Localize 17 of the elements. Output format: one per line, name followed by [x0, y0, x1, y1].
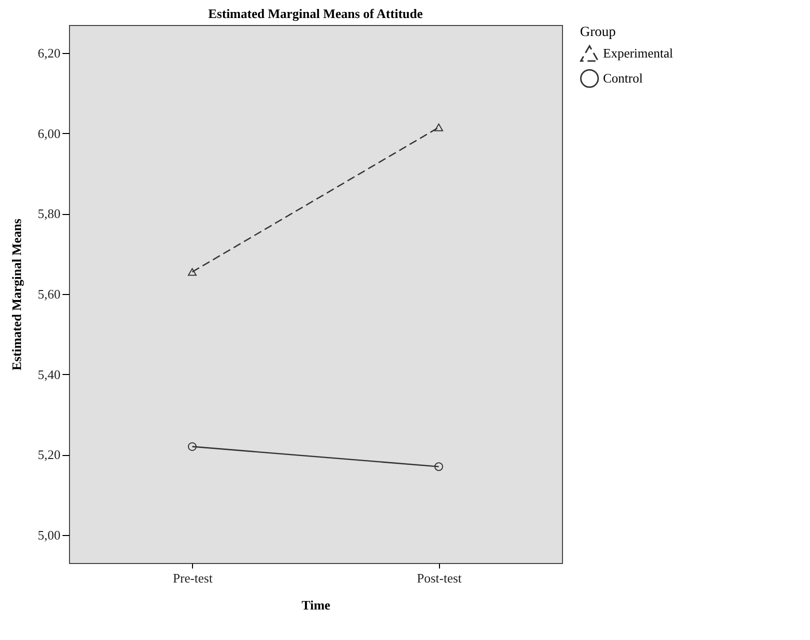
point [434, 462, 444, 472]
legend-label: Experimental [603, 46, 674, 60]
legend-label: Control [603, 70, 644, 86]
legend-title: Group [580, 25, 616, 40]
y-tick-label: 6,20 [38, 46, 60, 61]
y-tick-label: 5,40 [38, 366, 60, 382]
x-axis-title: Time [302, 598, 331, 612]
y-tick-label: 5,80 [38, 206, 60, 222]
y-tick-label: 5,60 [38, 286, 60, 302]
y-tick-label: 5,20 [38, 447, 60, 462]
chart-title: Estimated Marginal Means of Attitude [208, 6, 423, 21]
y-tick-label: 6,00 [38, 126, 60, 141]
point [188, 442, 197, 451]
y-axis-title: Estimated Marginal Means [8, 218, 24, 370]
x-tick-label: Post-test [416, 570, 462, 586]
x-tick-label: Pre-test [172, 570, 213, 586]
y-tick-label: 5,00 [38, 527, 60, 542]
